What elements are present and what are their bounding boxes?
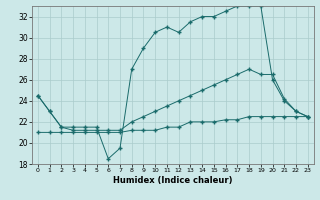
X-axis label: Humidex (Indice chaleur): Humidex (Indice chaleur) bbox=[113, 176, 233, 185]
